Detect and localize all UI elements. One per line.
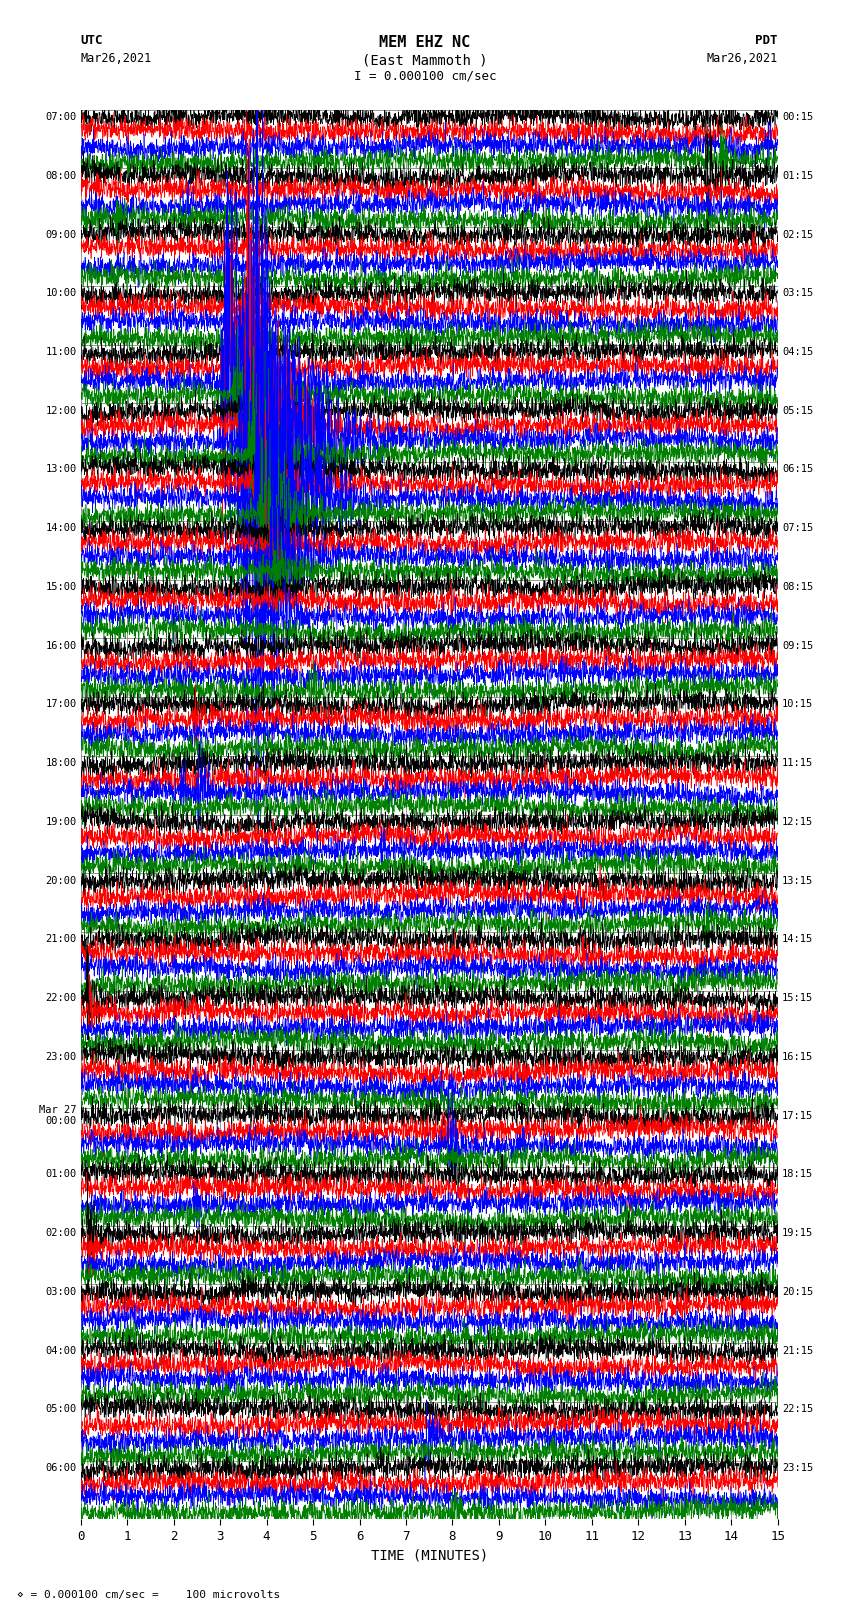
Text: PDT: PDT [756, 34, 778, 47]
Text: ⋄ = 0.000100 cm/sec =    100 microvolts: ⋄ = 0.000100 cm/sec = 100 microvolts [17, 1590, 280, 1600]
Text: MEM EHZ NC: MEM EHZ NC [379, 35, 471, 50]
Text: Mar26,2021: Mar26,2021 [81, 52, 152, 65]
Text: UTC: UTC [81, 34, 103, 47]
Text: (East Mammoth ): (East Mammoth ) [362, 53, 488, 68]
X-axis label: TIME (MINUTES): TIME (MINUTES) [371, 1548, 488, 1563]
Text: Mar26,2021: Mar26,2021 [706, 52, 778, 65]
Text: I = 0.000100 cm/sec: I = 0.000100 cm/sec [354, 69, 496, 82]
